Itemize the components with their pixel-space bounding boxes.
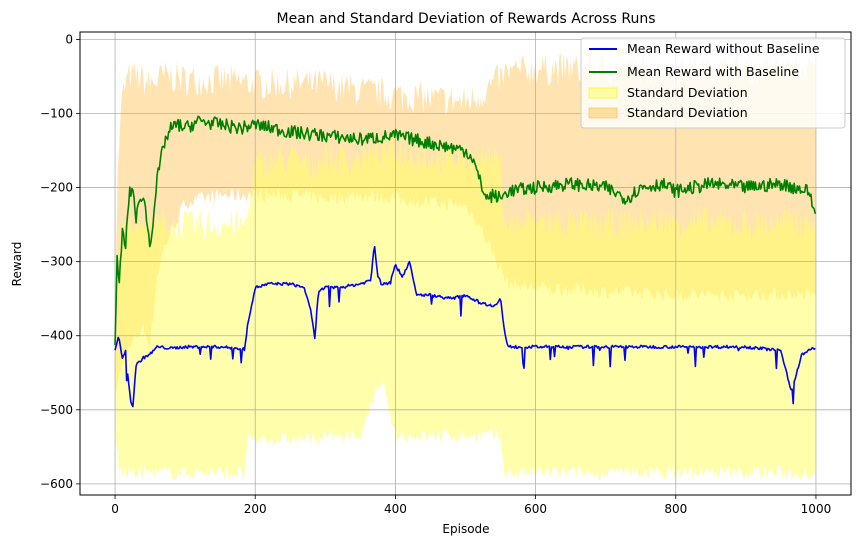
y-axis: 0 −100 −200 −300 −400 −500 −600 bbox=[40, 32, 80, 491]
y-axis-title: Reward bbox=[10, 242, 24, 287]
y-tick-label: −600 bbox=[40, 477, 73, 491]
mean-line-without-baseline bbox=[114, 245, 816, 408]
y-tick-label: −200 bbox=[40, 181, 73, 195]
mean-lines bbox=[114, 115, 817, 408]
legend-swatch-band-yellow bbox=[588, 87, 618, 99]
x-axis: 0 200 400 600 800 1000 bbox=[111, 495, 831, 516]
legend-label: Mean Reward without Baseline bbox=[627, 41, 820, 56]
x-tick-label: 1000 bbox=[801, 502, 832, 516]
y-tick-label: −300 bbox=[40, 255, 73, 269]
std-band bbox=[115, 134, 816, 481]
x-tick-label: 800 bbox=[664, 502, 687, 516]
legend-label: Mean Reward with Baseline bbox=[627, 64, 799, 79]
legend-label: Standard Deviation bbox=[627, 85, 748, 100]
legend-box bbox=[580, 37, 846, 129]
x-tick-label: 400 bbox=[384, 502, 407, 516]
plot-frame bbox=[79, 31, 852, 496]
legend-swatch-band-orange bbox=[588, 107, 618, 119]
y-tick-label: −400 bbox=[40, 329, 73, 343]
x-tick-label: 600 bbox=[524, 502, 547, 516]
y-tick-label: 0 bbox=[65, 32, 73, 46]
x-tick-label: 200 bbox=[244, 502, 267, 516]
y-tick-label: −100 bbox=[40, 106, 73, 120]
legend-label: Standard Deviation bbox=[627, 105, 748, 120]
y-tick-label: −500 bbox=[40, 403, 73, 417]
chart-title: Mean and Standard Deviation of Rewards A… bbox=[277, 11, 656, 27]
x-tick-label: 0 bbox=[111, 502, 119, 516]
mean-line-with-baseline bbox=[114, 115, 817, 346]
legend: Mean Reward without Baseline Mean Reward… bbox=[580, 37, 846, 129]
x-axis-title: Episode bbox=[442, 522, 489, 536]
